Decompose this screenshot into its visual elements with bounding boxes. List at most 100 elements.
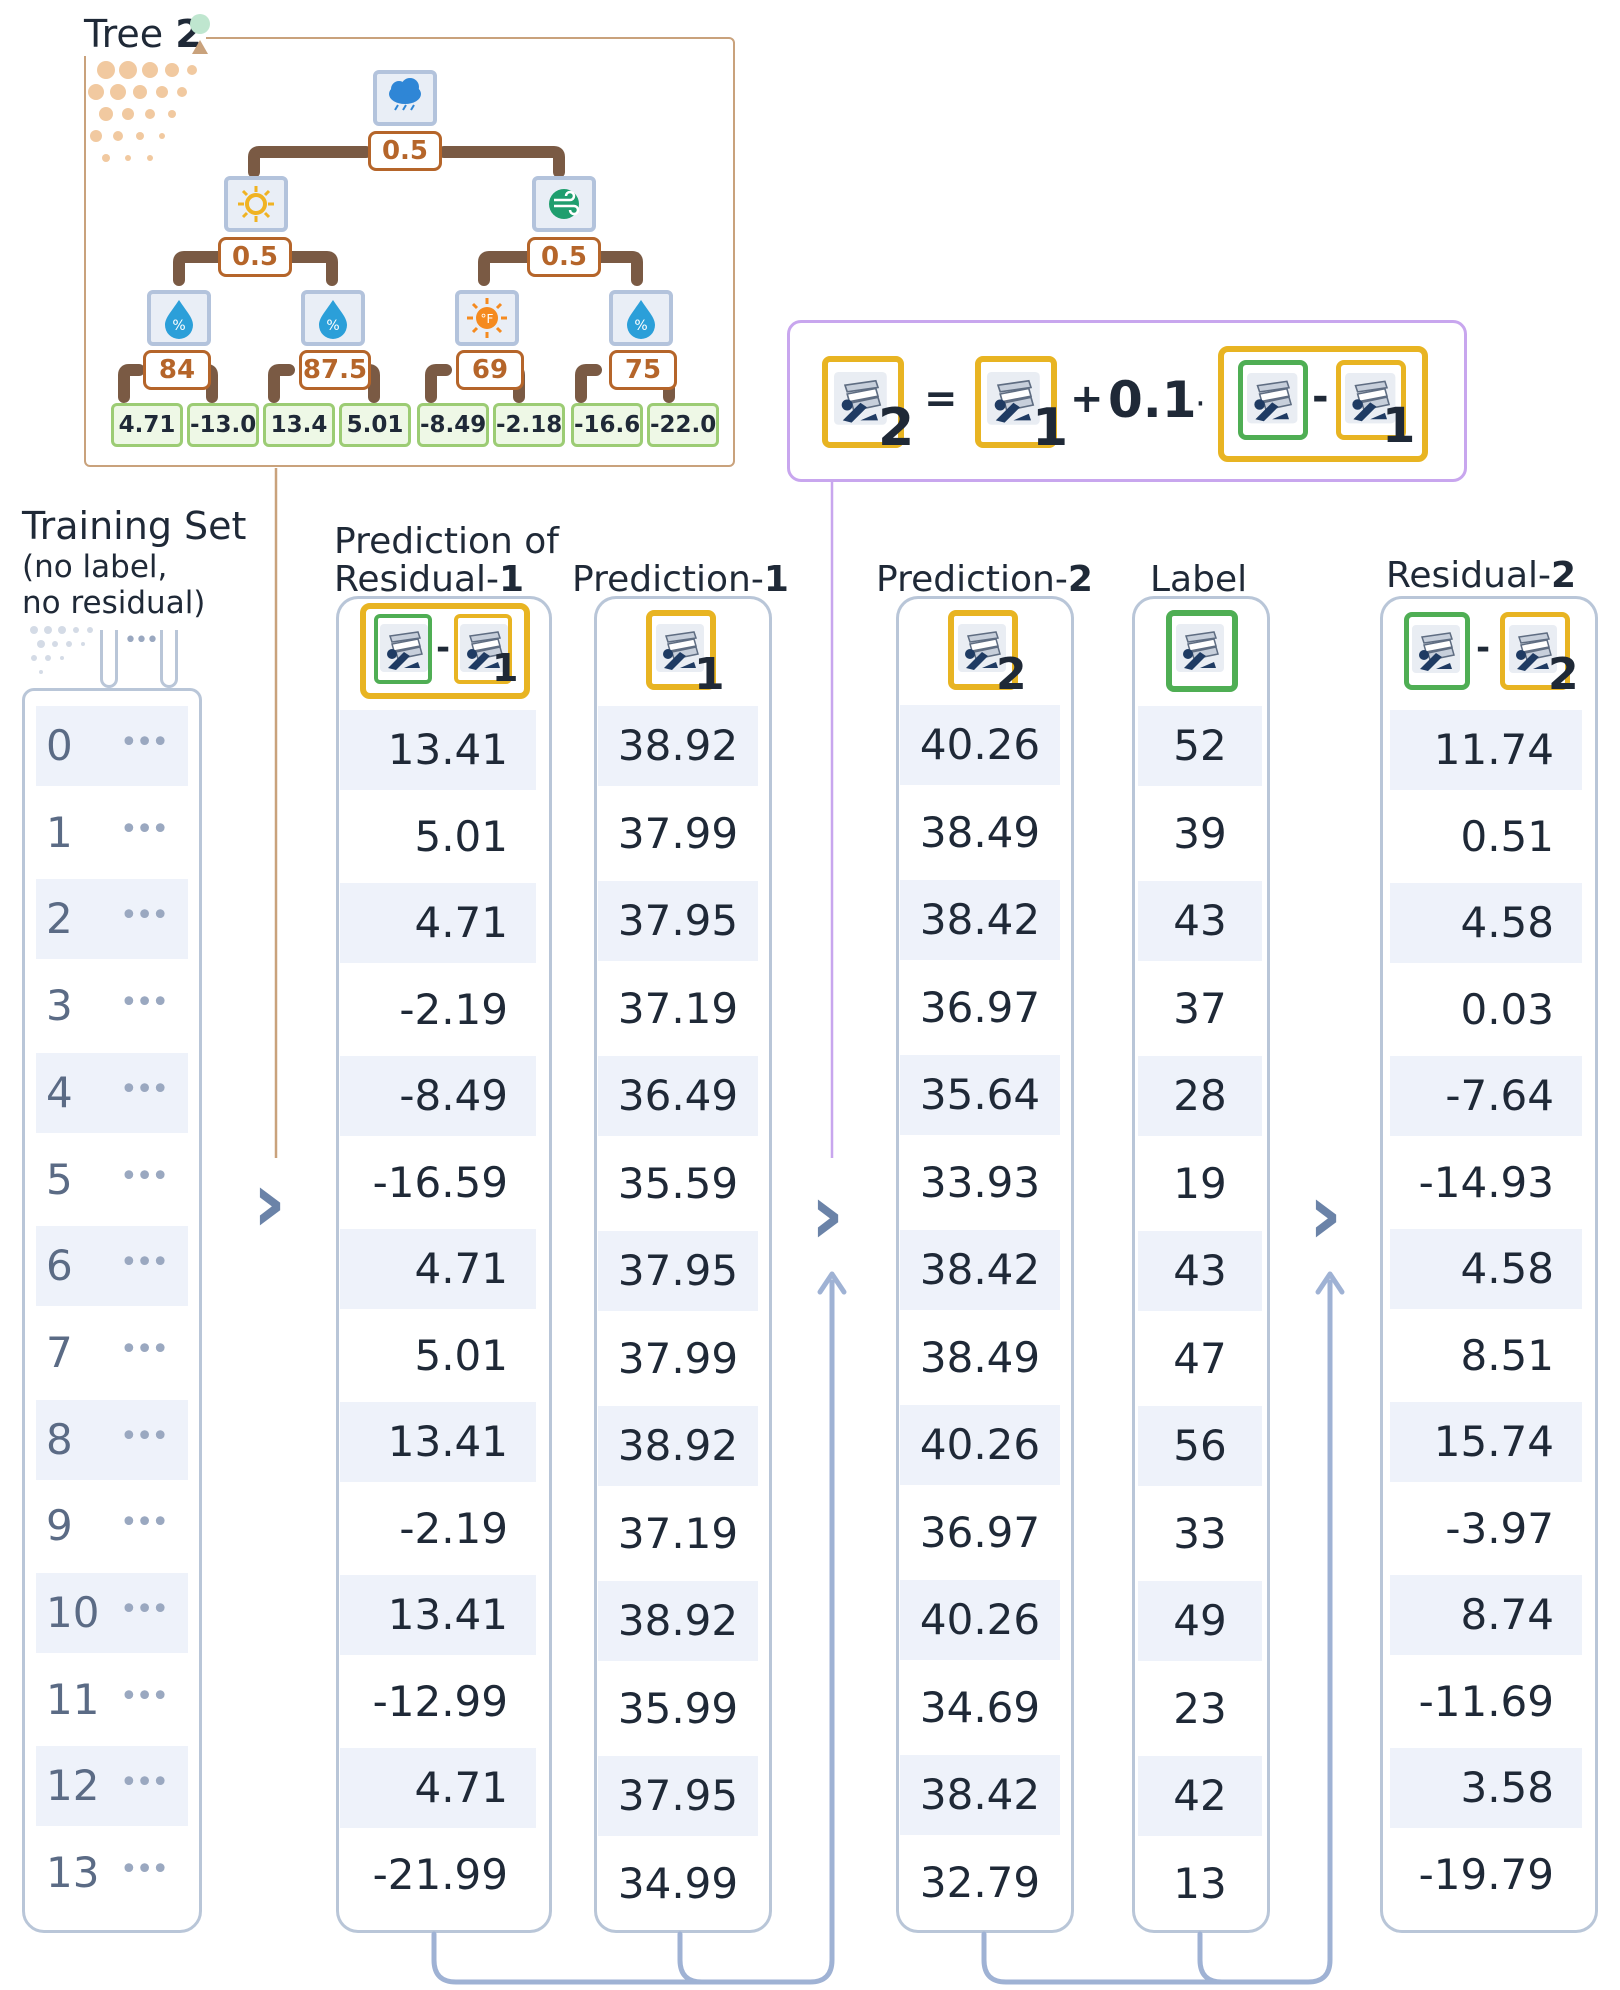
pred-residual-value: -12.99: [372, 1676, 508, 1726]
formula-equals: =: [924, 376, 958, 422]
svg-text:%: %: [634, 318, 647, 334]
residual2-minus: -: [1476, 628, 1491, 668]
residual2-value: 8.74: [1390, 1575, 1582, 1655]
row-index: 8: [46, 1414, 73, 1464]
prediction2-value: 40.26: [900, 1405, 1060, 1485]
label-value: 43: [1138, 881, 1262, 961]
prediction1-value: 37.19: [617, 1508, 739, 1558]
label-value: 19: [1173, 1158, 1227, 1208]
prediction1-value: 37.19: [617, 983, 739, 1033]
pred-residual-value: 13.41: [340, 1402, 536, 1482]
pred-residual-value: -16.59: [372, 1157, 508, 1207]
residual2-value: -3.97: [1445, 1503, 1554, 1553]
prediction2-value: 35.64: [900, 1055, 1060, 1135]
pred-residual-value: -2.19: [399, 1503, 508, 1553]
node-threshold: 87.5: [299, 350, 371, 390]
label-header-icon: [1166, 610, 1238, 692]
pred-residual-value: 5.01: [414, 811, 508, 861]
prediction1-title-text: Prediction-: [572, 559, 764, 600]
residual2-value: 0.51: [1460, 811, 1554, 861]
pred-residual-title-text: Residual-: [334, 559, 500, 600]
formula-prediction1: [975, 356, 1057, 448]
label-value: 13: [1173, 1858, 1227, 1908]
training-row: 5 •••: [36, 1140, 188, 1220]
dot-pattern-decoration: [88, 61, 197, 162]
node-threshold: 0.5: [527, 237, 601, 277]
flow-arrow-3: ›: [1308, 1165, 1343, 1263]
row-dots: •••: [120, 898, 169, 934]
formula-dot: ·: [1195, 384, 1206, 424]
label-value: 56: [1138, 1406, 1262, 1486]
prediction1-value: 35.99: [617, 1683, 739, 1733]
residual2-value: 11.74: [1390, 710, 1582, 790]
pred-residual-column-cap: [336, 596, 552, 626]
node-threshold: 75: [609, 350, 677, 390]
training-row: 13 •••: [36, 1833, 188, 1913]
row-dots: •••: [120, 985, 169, 1021]
row-dots: •••: [120, 1678, 169, 1714]
prediction2-column: [896, 626, 1074, 1933]
pred-residual-value: 13.41: [340, 1575, 536, 1655]
training-header-dots: •••: [124, 628, 159, 653]
prediction1-value: 37.95: [598, 1756, 758, 1836]
residual2-value: 4.58: [1390, 1229, 1582, 1309]
label-value: 49: [1138, 1581, 1262, 1661]
training-row: 12 •••: [36, 1746, 188, 1827]
label-value: 47: [1173, 1333, 1227, 1383]
formula-residual-box: [1218, 346, 1428, 462]
humidity-icon: %: [609, 290, 673, 346]
row-index: 0: [46, 721, 73, 770]
pred-residual-value: -2.19: [399, 984, 508, 1034]
tree-panel: [84, 37, 735, 467]
prediction2-value: 33.93: [919, 1157, 1041, 1207]
pred-residual-icon-sub: 1: [492, 646, 519, 690]
prediction1-column-cap: [594, 596, 772, 626]
row-dots: •••: [120, 725, 169, 760]
formula-minus: -: [1312, 374, 1329, 420]
residual2-title-text: Residual-: [1386, 555, 1552, 596]
label-title: Label: [1150, 559, 1248, 600]
row-index: 1: [46, 807, 73, 857]
label-value: 33: [1173, 1508, 1227, 1558]
humidity-icon: %: [301, 290, 365, 346]
residual2-value: 15.74: [1390, 1402, 1582, 1482]
root-threshold: 0.5: [368, 131, 442, 171]
label-value: 39: [1173, 808, 1227, 858]
prediction2-value: 40.26: [900, 1580, 1060, 1660]
residual2-value: -11.69: [1418, 1676, 1554, 1726]
residual2-value: 3.58: [1390, 1748, 1582, 1828]
prediction2-value: 38.42: [900, 880, 1060, 960]
training-row: 6 •••: [36, 1226, 188, 1307]
prediction2-value: 32.79: [919, 1857, 1041, 1907]
row-dots: •••: [120, 1505, 169, 1541]
training-header-column: [100, 630, 118, 688]
leaf-value: -16.6: [571, 403, 643, 447]
svg-text:°F: °F: [481, 312, 494, 326]
prediction2-value: 38.49: [919, 807, 1041, 857]
row-dots: •••: [120, 1852, 169, 1888]
training-row: 7 •••: [36, 1313, 188, 1393]
residual2-column: [1380, 626, 1598, 1933]
prediction1-value: 36.49: [598, 1056, 758, 1136]
prediction1-value: 37.99: [617, 1333, 739, 1383]
formula-lhs: [822, 356, 904, 448]
residual2-value: 0.03: [1460, 984, 1554, 1034]
training-set-subtitle-1: (no label,: [22, 549, 168, 585]
leaf-value: 5.01: [339, 403, 411, 447]
training-row: 2 •••: [36, 879, 188, 960]
training-row: 10 •••: [36, 1573, 188, 1653]
prediction1-title-num: 1: [763, 559, 789, 600]
training-row: 3 •••: [36, 966, 188, 1046]
prediction1-value: 38.92: [598, 1581, 758, 1661]
prediction1-value: 35.59: [617, 1158, 739, 1208]
prediction2-value: 36.97: [919, 982, 1041, 1032]
training-row: 11 •••: [36, 1660, 188, 1740]
pred-residual-title-2: Residual-1: [334, 560, 524, 600]
residual2-title-num: 2: [1551, 555, 1577, 596]
formula-term2-subscript: 1: [1382, 398, 1416, 454]
training-set-subtitle-2: no residual): [22, 585, 206, 621]
training-row: 9 •••: [36, 1486, 188, 1566]
temperature-sun-icon: °F: [455, 290, 519, 346]
prediction2-value: 40.26: [900, 705, 1060, 785]
